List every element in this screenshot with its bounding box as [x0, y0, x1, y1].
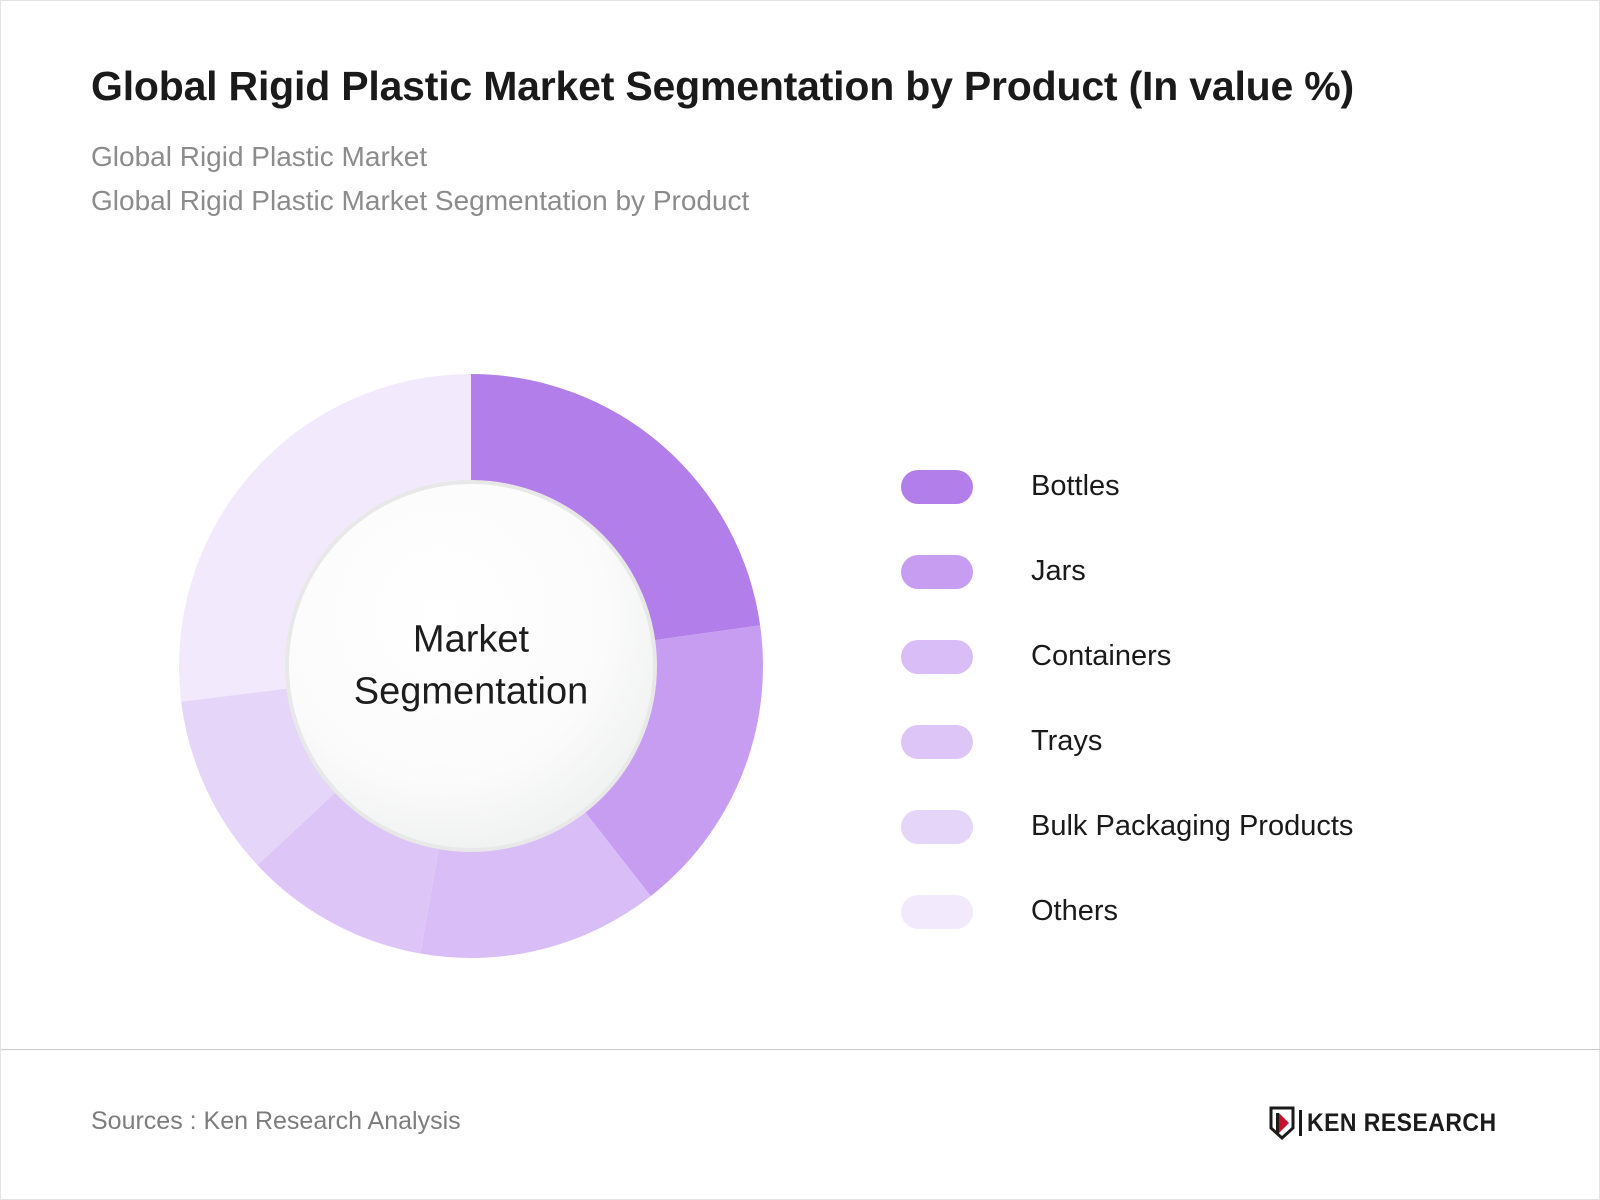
legend-item-label: Trays	[1031, 725, 1103, 757]
chart-footer: Sources : Ken Research Analysis KEN RESE…	[1, 1050, 1600, 1200]
donut-chart-svg	[179, 374, 764, 958]
brand-divider	[1298, 1110, 1302, 1136]
legend-item[interactable]: Trays	[901, 699, 1541, 784]
legend-swatch-icon	[901, 894, 973, 929]
legend-item[interactable]: Containers	[901, 614, 1541, 699]
legend-item-label: Jars	[1031, 555, 1086, 587]
chart-header: Global Rigid Plastic Market Segmentation…	[91, 59, 1491, 222]
source-note: Sources : Ken Research Analysis	[91, 1107, 461, 1135]
legend-swatch-icon	[901, 809, 973, 844]
legend-item-label: Others	[1031, 895, 1119, 927]
legend-swatch-icon	[901, 724, 973, 759]
chart-subtitle-secondary: Global Rigid Plastic Market Segmentation…	[91, 184, 750, 216]
legend-item[interactable]: Bottles	[901, 444, 1541, 529]
donut-hole	[289, 484, 653, 848]
donut-chart: Market Segmentation	[173, 368, 769, 964]
legend-item-label: Bottles	[1031, 470, 1120, 502]
legend-item[interactable]: Others	[901, 869, 1541, 954]
legend-item-label: Bulk Packaging Products	[1031, 810, 1354, 842]
legend-swatch-icon	[901, 469, 973, 504]
legend-swatch-icon	[901, 639, 973, 674]
legend-swatch-icon	[901, 554, 973, 589]
chart-subtitle-primary: Global Rigid Plastic Market	[91, 141, 428, 173]
subtitle-block: Global Rigid Plastic Market Global Rigid…	[91, 135, 1491, 222]
page-title: Global Rigid Plastic Market Segmentation…	[91, 63, 1354, 109]
chart-body: Market Segmentation Bottles Jars Container…	[1, 356, 1600, 996]
brand-name: KEN RESEARCH	[1306, 1108, 1497, 1137]
legend-item[interactable]: Jars	[901, 529, 1541, 614]
legend-item-label: Containers	[1031, 640, 1172, 672]
brand-logo: KEN RESEARCH	[1269, 1106, 1513, 1140]
legend-item[interactable]: Bulk Packaging Products	[901, 784, 1541, 869]
ken-research-shield-icon	[1269, 1106, 1295, 1140]
chart-legend: Bottles Jars Containers Trays Bulk Packaging…	[901, 444, 1541, 954]
footer-divider	[1, 1049, 1600, 1050]
